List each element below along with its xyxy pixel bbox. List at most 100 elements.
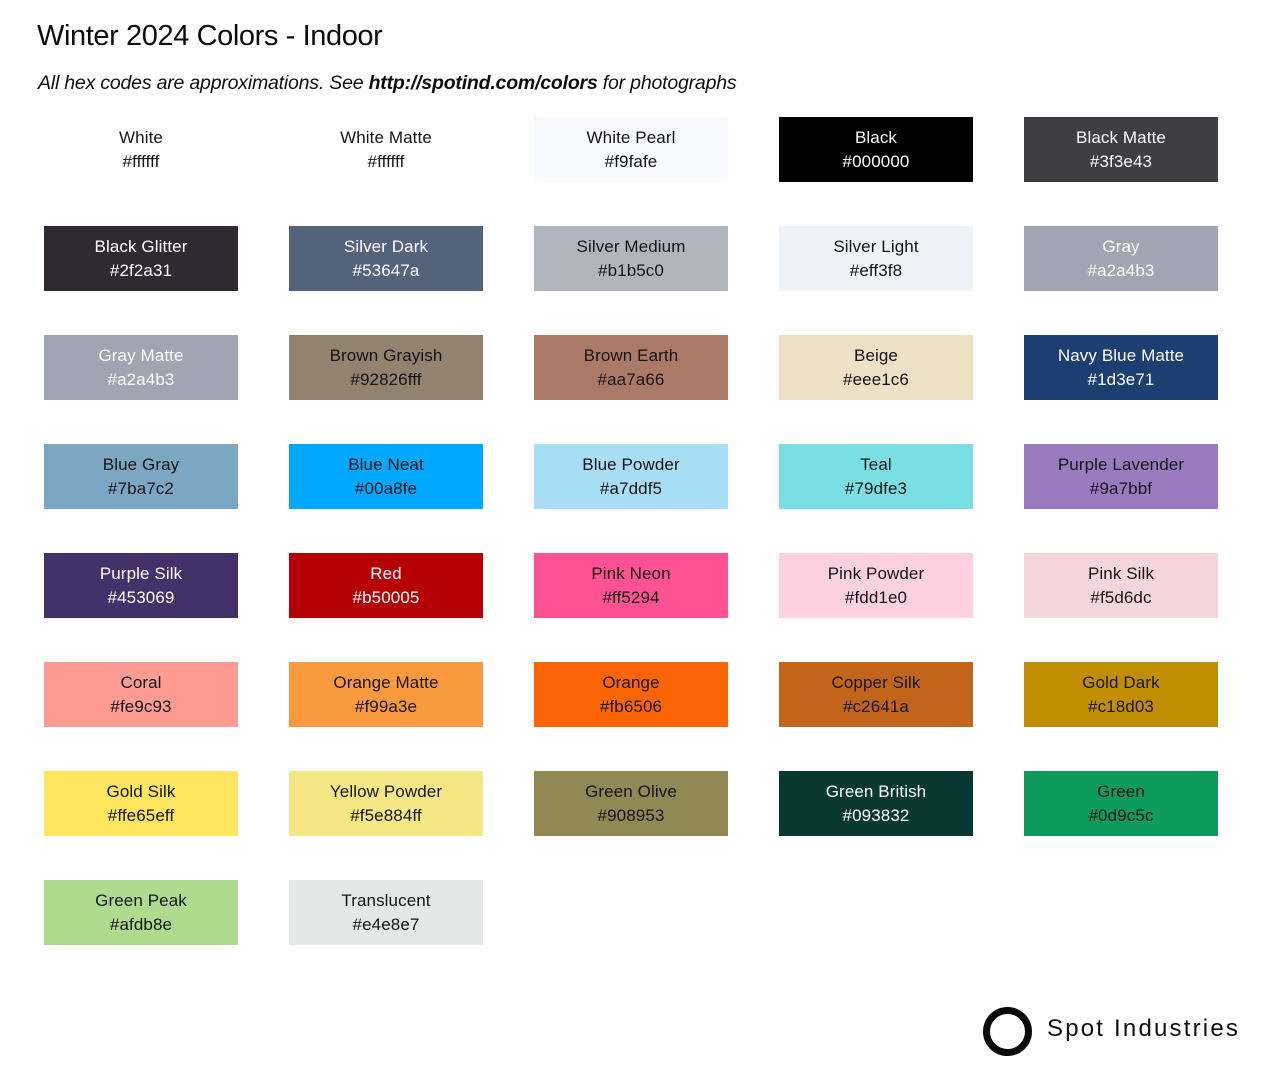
swatch-hex: #f9fafe: [604, 151, 658, 171]
swatch-hex: #a2a4b3: [107, 369, 175, 389]
swatch-hex: #b50005: [352, 587, 420, 607]
color-swatch: Black Matte #3f3e43: [1024, 117, 1218, 182]
color-swatch: Purple Lavender #9a7bbf: [1024, 444, 1218, 509]
swatch-name: Silver Medium: [576, 236, 686, 256]
swatch-hex: #fe9c93: [110, 696, 172, 716]
circle-outline-icon: [983, 1007, 1032, 1056]
swatch-name: Beige: [854, 345, 898, 365]
swatch-name: Silver Light: [833, 236, 919, 256]
color-swatch: Orange #fb6506: [534, 662, 728, 727]
swatch-hex: #f5d6dc: [1090, 587, 1152, 607]
swatch-name: Green: [1097, 781, 1145, 801]
color-swatch: Yellow Powder #f5e884ff: [289, 771, 483, 836]
swatch-hex: #c18d03: [1088, 696, 1154, 716]
swatch-name: Purple Silk: [99, 563, 183, 583]
swatch-name: Red: [370, 563, 402, 583]
swatch-hex: #fb6506: [599, 696, 663, 716]
color-swatch: Teal #79dfe3: [779, 444, 973, 509]
swatch-name: Brown Grayish: [329, 345, 443, 365]
swatch-name: Gray: [1102, 236, 1140, 256]
color-swatch: Navy Blue Matte #1d3e71: [1024, 335, 1218, 400]
color-swatch: Green Peak #afdb8e: [44, 880, 238, 945]
color-swatch: Blue Neat #00a8fe: [289, 444, 483, 509]
color-swatch: Brown Grayish #92826fff: [289, 335, 483, 400]
color-swatch: Red #b50005: [289, 553, 483, 618]
swatch-hex: #92826fff: [350, 369, 422, 389]
swatch-name: Orange Matte: [333, 672, 439, 692]
swatch-hex: #908953: [597, 805, 665, 825]
color-grid: White #ffffff White Matte #ffffff White …: [44, 117, 1218, 945]
swatch-hex: #9a7bbf: [1089, 478, 1153, 498]
swatch-hex: #ffe65eff: [107, 805, 175, 825]
swatch-hex: #eff3f8: [849, 260, 903, 280]
swatch-hex: #eee1c6: [843, 369, 909, 389]
color-swatch: Gold Dark #c18d03: [1024, 662, 1218, 727]
color-swatch: Pink Powder #fdd1e0: [779, 553, 973, 618]
swatch-name: Green British: [825, 781, 927, 801]
color-swatch: Translucent #e4e8e7: [289, 880, 483, 945]
subtitle-suffix: for photographs: [597, 72, 737, 94]
swatch-name: Green Peak: [95, 890, 187, 910]
swatch-hex: #453069: [107, 587, 175, 607]
swatch-hex: #00a8fe: [354, 478, 418, 498]
swatch-hex: #ff5294: [602, 587, 660, 607]
color-swatch: Gray #a2a4b3: [1024, 226, 1218, 291]
swatch-hex: #f99a3e: [354, 696, 418, 716]
subtitle-prefix: All hex codes are approximations. See: [38, 72, 369, 94]
color-swatch: Silver Dark #53647a: [289, 226, 483, 291]
swatch-hex: #afdb8e: [109, 914, 173, 934]
swatch-name: Blue Powder: [582, 454, 680, 474]
subtitle: All hex codes are approximations. See ht…: [38, 72, 737, 95]
swatch-name: Black Glitter: [94, 236, 188, 256]
swatch-hex: #3f3e43: [1089, 151, 1153, 171]
color-swatch: Silver Medium #b1b5c0: [534, 226, 728, 291]
swatch-hex: #2f2a31: [109, 260, 173, 280]
color-swatch: Coral #fe9c93: [44, 662, 238, 727]
swatch-hex: #7ba7c2: [108, 478, 174, 498]
page-title: Winter 2024 Colors - Indoor: [37, 20, 383, 52]
color-swatch: White Matte #ffffff: [289, 117, 483, 182]
color-swatch: Silver Light #eff3f8: [779, 226, 973, 291]
color-swatch: Pink Silk #f5d6dc: [1024, 553, 1218, 618]
color-swatch: Gray Matte #a2a4b3: [44, 335, 238, 400]
color-swatch: Black Glitter #2f2a31: [44, 226, 238, 291]
color-swatch: Green British #093832: [779, 771, 973, 836]
swatch-name: Gold Dark: [1082, 672, 1160, 692]
color-swatch: Pink Neon #ff5294: [534, 553, 728, 618]
swatch-name: Pink Powder: [827, 563, 925, 583]
swatch-name: Teal: [860, 454, 892, 474]
swatch-hex: #000000: [842, 151, 910, 171]
color-swatch: Blue Gray #7ba7c2: [44, 444, 238, 509]
color-swatch: Green #0d9c5c: [1024, 771, 1218, 836]
color-swatch: White #ffffff: [44, 117, 238, 182]
color-swatch: Gold Silk #ffe65eff: [44, 771, 238, 836]
swatch-name: White Matte: [340, 127, 432, 147]
swatch-name: Copper Silk: [831, 672, 921, 692]
swatch-hex: #fdd1e0: [844, 587, 908, 607]
swatch-name: Translucent: [341, 890, 431, 910]
swatch-name: Yellow Powder: [329, 781, 443, 801]
color-swatch: White Pearl #f9fafe: [534, 117, 728, 182]
swatch-hex: #1d3e71: [1087, 369, 1155, 389]
color-swatch: Copper Silk #c2641a: [779, 662, 973, 727]
color-swatch: Purple Silk #453069: [44, 553, 238, 618]
swatch-name: Black: [854, 127, 898, 147]
swatch-hex: #aa7a66: [597, 369, 665, 389]
swatch-name: Coral: [120, 672, 162, 692]
swatch-hex: #a7ddf5: [599, 478, 663, 498]
swatch-name: Green Olive: [585, 781, 677, 801]
swatch-hex: #0d9c5c: [1088, 805, 1154, 825]
color-swatch: Green Olive #908953: [534, 771, 728, 836]
swatch-hex: #53647a: [352, 260, 420, 280]
swatch-hex: #f5e884ff: [350, 805, 422, 825]
brand-name: Spot Industries: [1047, 1015, 1241, 1042]
swatch-name: Blue Gray: [102, 454, 180, 474]
swatch-hex: #e4e8e7: [352, 914, 420, 934]
swatch-name: Pink Silk: [1087, 563, 1155, 583]
swatch-name: Navy Blue Matte: [1057, 345, 1185, 365]
swatch-name: Blue Neat: [348, 454, 424, 474]
color-swatch: Orange Matte #f99a3e: [289, 662, 483, 727]
color-swatch: Beige #eee1c6: [779, 335, 973, 400]
swatch-name: Gold Silk: [106, 781, 176, 801]
